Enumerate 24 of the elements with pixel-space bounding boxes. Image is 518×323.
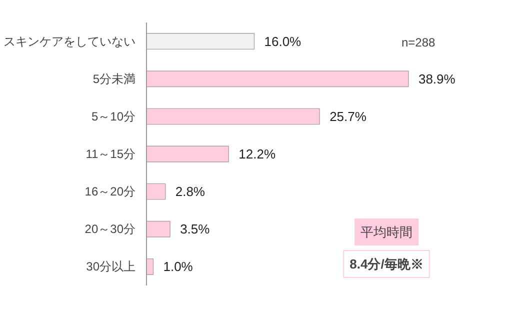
bar (146, 33, 255, 50)
y-tick-label: 11～15分 (86, 147, 136, 161)
y-tick-label: 30分以上 (86, 260, 136, 274)
data-label: 2.8% (175, 184, 206, 200)
annotation: 平均時間 (360, 224, 412, 240)
y-tick-label: 16～20分 (84, 184, 136, 199)
data-label: 1.0% (163, 259, 194, 274)
data-label: 38.9% (418, 71, 456, 86)
data-label: 12.2% (238, 146, 276, 162)
bar (146, 183, 166, 200)
annotation: n=288 (402, 36, 436, 50)
bar (146, 70, 409, 88)
y-tick-label: 20～30分 (84, 222, 136, 236)
bar (146, 108, 320, 125)
data-label: 25.7% (330, 108, 367, 124)
bar (146, 220, 170, 238)
data-label: 3.5% (180, 222, 210, 237)
y-tick-label: 5～10分 (91, 109, 136, 124)
y-tick-label: 5分未満 (92, 72, 136, 86)
annotation: 8.4分/毎晩※ (350, 256, 424, 272)
y-tick-label: スキンケアをしていない (4, 34, 136, 48)
data-label: 16.0% (264, 34, 302, 49)
bar (146, 146, 230, 162)
bar (146, 258, 154, 275)
